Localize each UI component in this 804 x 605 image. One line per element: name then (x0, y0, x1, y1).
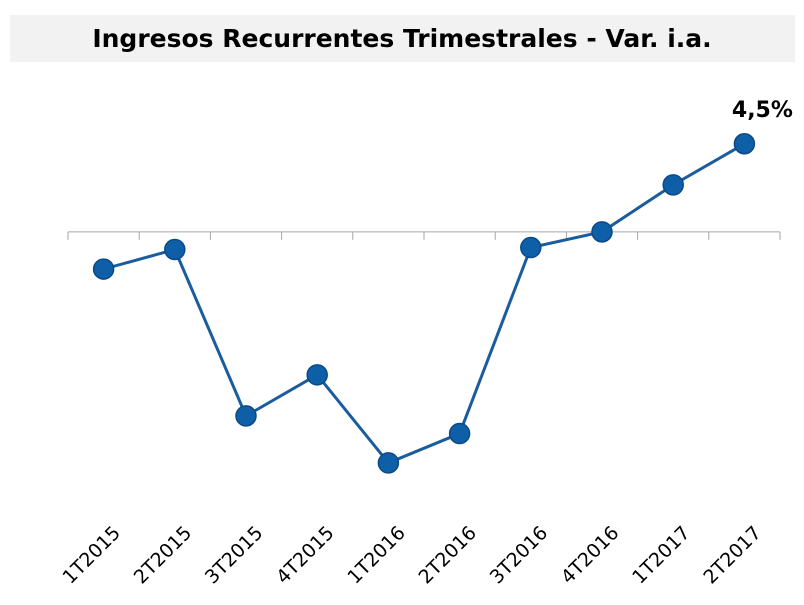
data-point (591, 221, 613, 243)
data-label: 4,5% (732, 98, 793, 123)
x-tick-label: 1T2017 (628, 522, 695, 589)
x-tick-label: 3T2015 (201, 522, 268, 589)
data-point (235, 405, 257, 427)
data-point (164, 238, 186, 261)
x-tick-label: 2T2017 (699, 522, 766, 589)
x-tick-label: 3T2016 (486, 522, 553, 589)
x-tick-label: 2T2015 (130, 522, 197, 589)
data-point (92, 258, 115, 280)
x-tick-label: 4T2016 (557, 522, 624, 589)
x-tick-label: 2T2016 (415, 522, 482, 589)
x-tick-label: 1T2015 (59, 522, 126, 589)
title-band (10, 15, 795, 62)
data-point (662, 174, 684, 196)
data-point (733, 133, 756, 155)
x-tick-label: 4T2015 (272, 522, 339, 589)
data-point (377, 452, 400, 474)
x-tick-label: 1T2016 (343, 522, 410, 589)
chart-title: Ingresos Recurrentes Trimestrales - Var.… (92, 24, 711, 53)
series-line (103, 142, 746, 465)
data-point (520, 236, 542, 259)
data-point (306, 364, 328, 386)
data-point (448, 422, 471, 445)
